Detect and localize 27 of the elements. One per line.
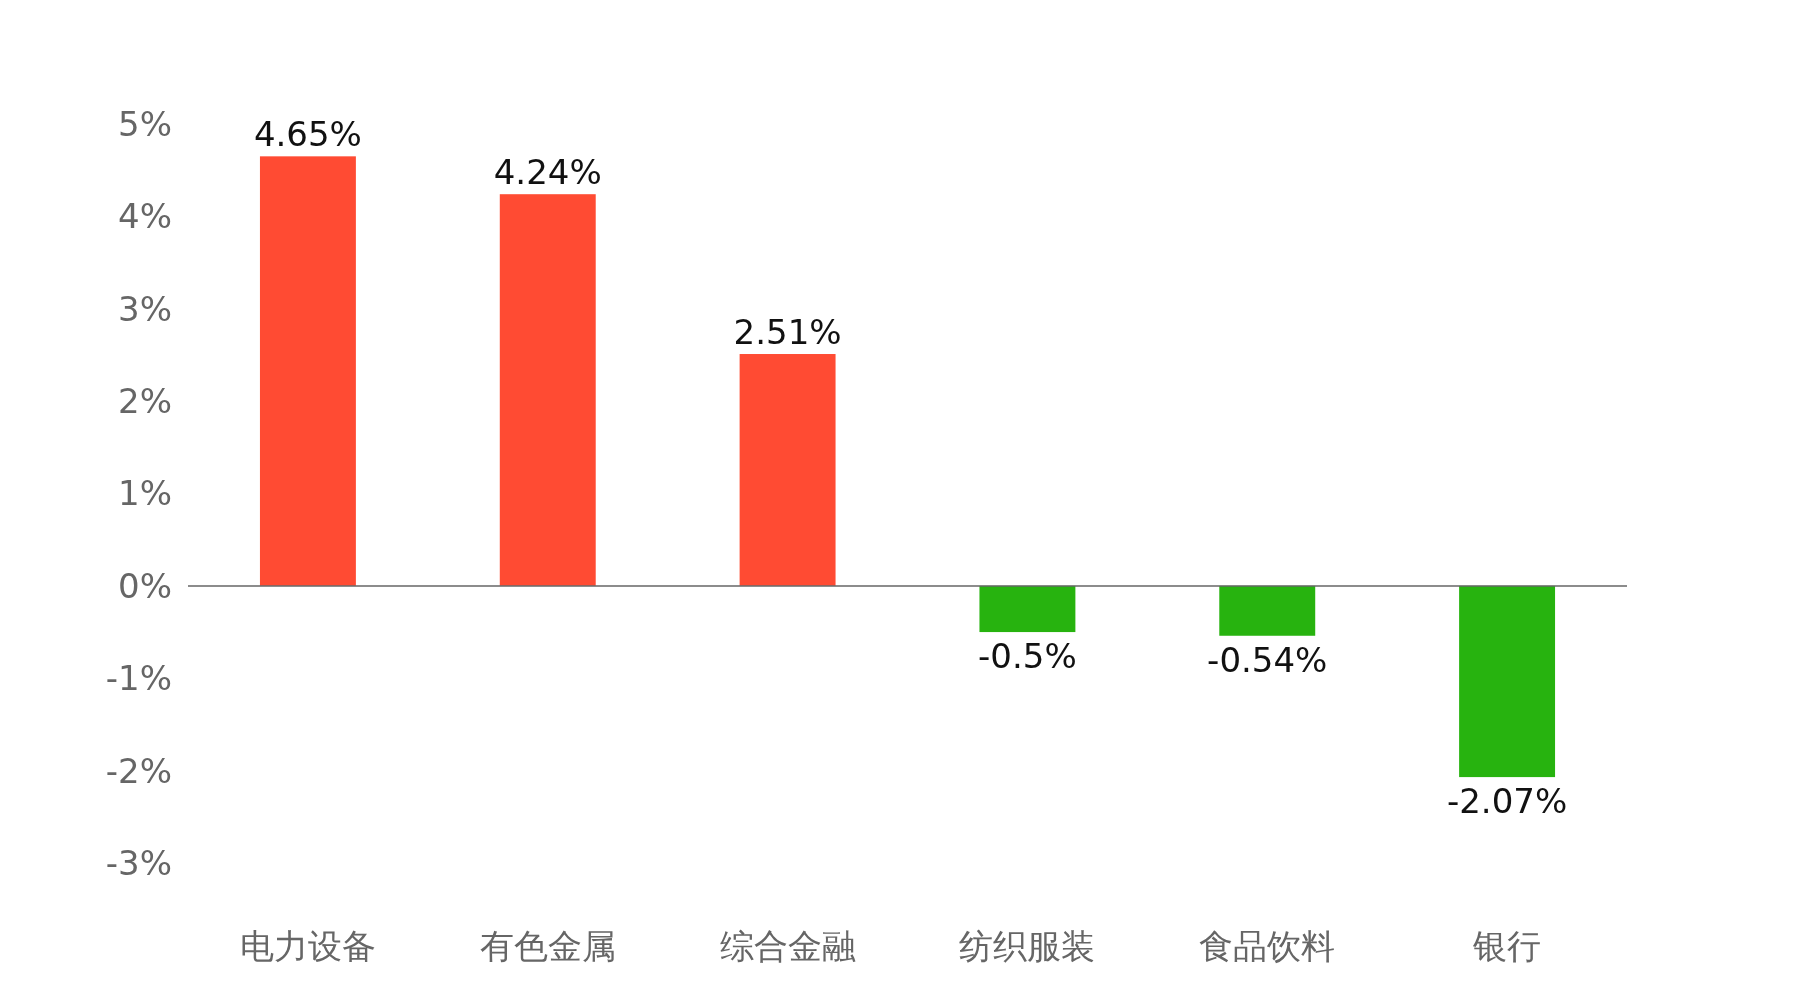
y-tick-label: 2% (118, 381, 172, 422)
x-tick-label: 食品饮料 (1199, 926, 1336, 966)
x-tick-label: 有色金属 (479, 926, 616, 966)
x-tick-label: 电力设备 (239, 926, 376, 966)
y-tick-label: 1% (118, 473, 172, 514)
y-tick-label: 4% (118, 196, 172, 237)
data-label: -0.5% (978, 636, 1077, 677)
bar (739, 354, 836, 586)
y-tick-label: -2% (105, 750, 172, 791)
data-label: 4.65% (253, 114, 362, 155)
x-tick-label: 纺织服装 (959, 926, 1096, 966)
y-tick-label: 3% (118, 288, 172, 329)
data-label: 2.51% (733, 312, 842, 353)
data-label: -2.07% (1446, 781, 1568, 822)
bar (1219, 585, 1316, 636)
x-tick-label: 银行 (1472, 926, 1542, 966)
y-tick-label: -1% (105, 658, 172, 699)
y-tick-label: 0% (118, 565, 172, 606)
bar (499, 194, 596, 586)
bar (1459, 585, 1556, 778)
bar (259, 156, 356, 586)
data-label: 4.24% (493, 152, 602, 193)
x-tick-label: 综合金融 (719, 926, 856, 966)
data-label: -0.54% (1207, 639, 1328, 680)
y-tick-label: -3% (105, 842, 172, 883)
bar (979, 585, 1076, 633)
y-tick-label: 5% (118, 103, 172, 144)
